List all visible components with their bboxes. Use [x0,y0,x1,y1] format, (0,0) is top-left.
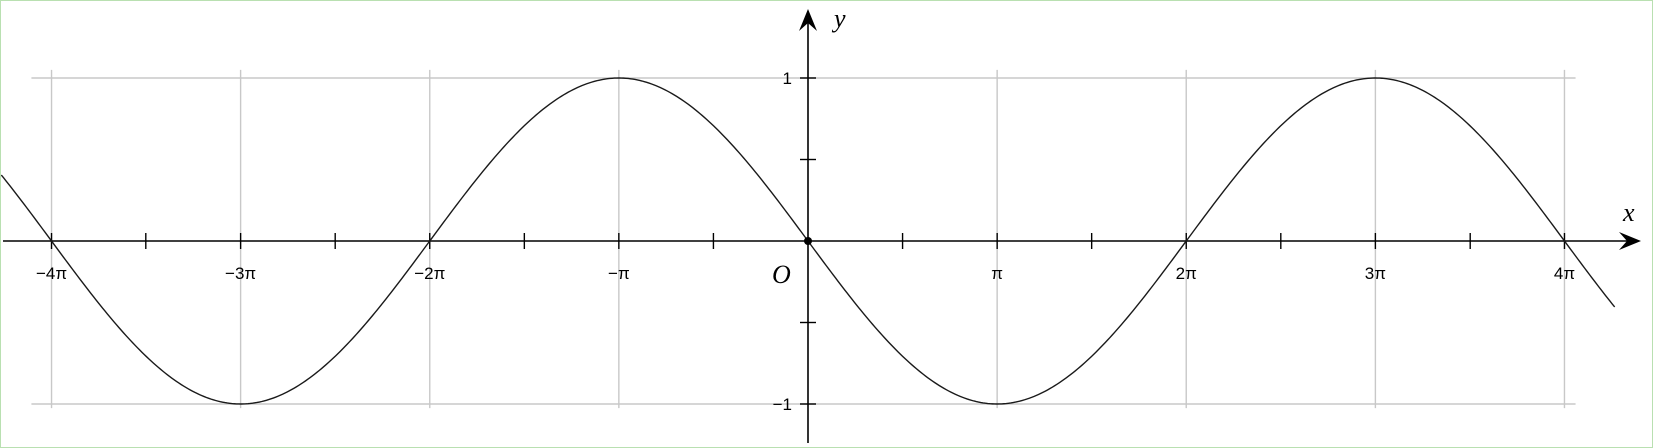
x-tick-label-1: −3π [225,264,256,283]
x-tick-label-2: −2π [414,264,445,283]
origin-label: O [772,260,791,289]
y-tick-label-0: 1 [783,69,792,88]
axes [3,9,1641,443]
x-tick-label-4: π [991,264,1003,283]
origin-point [804,237,812,245]
x-tick-label-7: 4π [1554,264,1575,283]
x-tick-label-0: −4π [36,264,67,283]
x-tick-label-5: 2π [1176,264,1197,283]
tick-labels: −4π −3π −2π −π π 2π 3π 4π 1 −1 [36,69,1575,414]
y-axis-arrow [799,9,817,31]
y-axis-label: y [831,4,846,33]
x-axis-arrow [1619,232,1641,250]
x-tick-label-6: 3π [1365,264,1386,283]
y-tick-label-1: −1 [773,395,792,414]
grid [31,69,1576,409]
x-tick-label-3: −π [608,264,630,283]
x-axis-label: x [1622,198,1635,227]
